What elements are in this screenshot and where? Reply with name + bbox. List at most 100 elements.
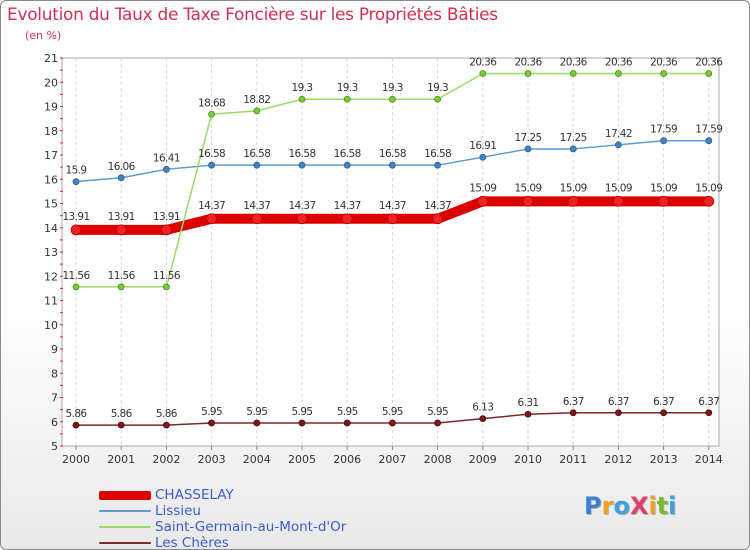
data-label-saint-germain-au-mont-d-or: 11.56 [108, 270, 136, 282]
data-label-chasselay: 14.37 [288, 200, 315, 212]
data-label-saint-germain-au-mont-d-or: 20.36 [605, 57, 633, 69]
data-point-saint-germain-au-mont-d-or [434, 95, 442, 103]
data-label-les-ch-res: 5.86 [66, 408, 88, 420]
y-tick-label: 9 [51, 343, 58, 356]
data-point-chasselay [70, 224, 82, 236]
data-point-les-ch-res [705, 409, 713, 417]
data-point-lissieu [117, 174, 125, 182]
x-tick-label: 2003 [198, 453, 226, 466]
legend-label: CHASSELAY [155, 486, 234, 503]
data-point-lissieu [162, 165, 170, 173]
y-tick-label: 20 [44, 76, 58, 89]
x-tick-label: 2005 [288, 453, 316, 466]
legend-label: Les Chères [155, 534, 229, 550]
y-tick-label: 17 [44, 149, 58, 162]
unit-label: (en %) [25, 29, 62, 42]
y-tick-label: 21 [44, 52, 58, 65]
data-label-chasselay: 13.91 [153, 211, 180, 223]
data-point-chasselay [341, 213, 353, 225]
data-label-lissieu: 17.59 [650, 124, 677, 136]
data-point-saint-germain-au-mont-d-or [388, 95, 396, 103]
data-label-lissieu: 16.58 [334, 148, 361, 160]
y-tick-label: 18 [44, 125, 58, 138]
brand-letter: r [601, 492, 614, 520]
data-point-lissieu [208, 161, 216, 169]
legend-swatch [99, 526, 151, 528]
data-label-saint-germain-au-mont-d-or: 20.36 [695, 57, 723, 69]
data-label-chasselay: 14.37 [198, 200, 225, 212]
data-point-saint-germain-au-mont-d-or [162, 283, 170, 291]
data-point-chasselay [296, 213, 308, 225]
x-tick-label: 2002 [152, 453, 180, 466]
data-point-saint-germain-au-mont-d-or [72, 283, 80, 291]
data-label-chasselay: 15.09 [560, 182, 587, 194]
legend-item-les-ch-res: Les Chères [99, 534, 346, 550]
data-label-lissieu: 16.58 [243, 148, 270, 160]
data-label-chasselay: 14.37 [243, 200, 270, 212]
x-tick-label: 2009 [469, 453, 497, 466]
x-tick-label: 2004 [243, 453, 271, 466]
data-label-lissieu: 17.42 [605, 128, 632, 140]
data-point-les-ch-res [479, 415, 487, 422]
legend: CHASSELAY Lissieu Saint-Germain-au-Mont-d'… [99, 486, 346, 550]
data-point-les-ch-res [615, 409, 622, 417]
data-point-chasselay [658, 195, 669, 207]
data-point-lissieu [660, 137, 667, 145]
data-point-saint-germain-au-mont-d-or [343, 95, 351, 103]
data-point-les-ch-res [298, 419, 306, 427]
data-label-lissieu: 16.58 [424, 148, 451, 160]
brand-letter: i [668, 492, 677, 520]
legend-swatch [99, 510, 151, 512]
data-point-lissieu [434, 161, 442, 169]
data-label-saint-germain-au-mont-d-or: 20.36 [650, 57, 678, 69]
data-point-chasselay [115, 224, 127, 236]
data-label-les-ch-res: 6.37 [608, 396, 629, 408]
x-tick-label: 2008 [424, 453, 452, 466]
data-point-chasselay [567, 195, 579, 207]
data-label-chasselay: 15.09 [650, 182, 677, 194]
x-tick-label: 2000 [62, 453, 90, 466]
brand-letter: i [648, 492, 657, 520]
data-label-saint-germain-au-mont-d-or: 20.36 [514, 57, 542, 69]
x-tick-label: 2012 [604, 453, 632, 466]
legend-item-lissieu: Lissieu [99, 503, 346, 519]
x-tick-label: 2011 [559, 453, 587, 466]
data-point-lissieu [524, 145, 532, 153]
data-label-chasselay: 14.37 [379, 200, 406, 212]
data-point-les-ch-res [253, 419, 261, 427]
data-point-saint-germain-au-mont-d-or [117, 283, 125, 291]
data-label-les-ch-res: 5.95 [382, 406, 403, 418]
data-label-les-ch-res: 5.95 [201, 406, 222, 418]
data-label-lissieu: 17.59 [695, 124, 722, 136]
data-label-saint-germain-au-mont-d-or: 11.56 [62, 270, 90, 282]
legend-label: Saint-Germain-au-Mont-d'Or [155, 518, 347, 535]
data-label-saint-germain-au-mont-d-or: 11.56 [153, 270, 181, 282]
brand-letter: X [629, 492, 649, 520]
data-point-saint-germain-au-mont-d-or [298, 95, 306, 103]
data-point-chasselay [206, 213, 218, 225]
brand-letter: t [656, 492, 669, 520]
data-label-les-ch-res: 6.13 [472, 402, 493, 414]
data-label-les-ch-res: 5.86 [156, 408, 178, 420]
data-label-chasselay: 13.91 [108, 211, 135, 223]
data-point-chasselay [477, 195, 489, 207]
proxiti-logo: ProXiti [584, 492, 676, 520]
data-point-chasselay [386, 213, 398, 225]
data-label-chasselay: 14.37 [334, 200, 361, 212]
data-point-les-ch-res [524, 410, 532, 418]
y-tick-label: 15 [44, 198, 58, 211]
chart-title: Evolution du Taux de Taxe Foncière sur l… [7, 5, 498, 25]
legend-label: Lissieu [155, 502, 201, 519]
data-label-lissieu: 16.58 [379, 148, 406, 160]
data-point-saint-germain-au-mont-d-or [479, 70, 487, 77]
data-label-chasselay: 15.09 [695, 182, 722, 194]
y-tick-label: 12 [44, 270, 58, 283]
data-point-chasselay [613, 195, 624, 207]
data-label-chasselay: 15.09 [605, 182, 632, 194]
data-label-les-ch-res: 5.86 [111, 408, 133, 420]
x-tick-label: 2006 [333, 453, 361, 466]
legend-item-saint-germain-au-mont-d-or: Saint-Germain-au-Mont-d'Or [99, 519, 346, 535]
data-point-les-ch-res [72, 421, 80, 429]
y-tick-label: 10 [44, 319, 58, 332]
